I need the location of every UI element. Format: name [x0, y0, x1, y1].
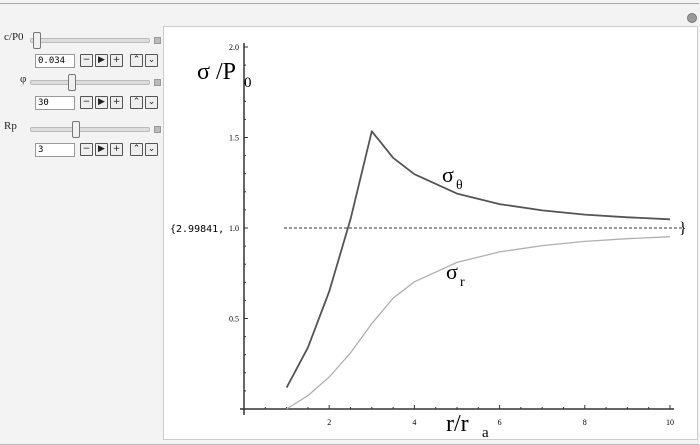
plus-icon[interactable]: +: [110, 143, 123, 156]
rp-slider[interactable]: [30, 121, 150, 138]
minus-icon[interactable]: −: [80, 54, 93, 67]
phi-label: φ: [20, 73, 27, 85]
y-axis-label-sub: 0: [244, 75, 252, 91]
expand-icon[interactable]: [154, 79, 161, 86]
rp-slider-thumb[interactable]: [72, 121, 81, 138]
phi-slider[interactable]: [30, 74, 150, 91]
x-tick-label: 6: [498, 418, 502, 427]
phi-input[interactable]: 30: [35, 96, 75, 110]
slower-icon[interactable]: ⌄: [145, 143, 158, 156]
output-left-text: {2.99841,: [170, 224, 224, 235]
output-right-bracket: }: [679, 220, 687, 237]
c-p0-slider[interactable]: [30, 32, 150, 49]
faster-icon[interactable]: ⌃: [130, 96, 143, 109]
faster-icon[interactable]: ⌃: [130, 143, 143, 156]
minus-icon[interactable]: −: [80, 96, 93, 109]
slower-icon[interactable]: ⌄: [145, 96, 158, 109]
x-tick-label: 2: [327, 418, 331, 427]
x-axis-label-sub: a: [482, 425, 489, 439]
plot-chart: 2 4 6 8 100.51.01.52.0σ θσ rσ /P 0r/r a{2.99841,…: [170, 43, 687, 441]
plot-pane: 2 4 6 8 10 0.5 1.0 1.5 2.0 σ θ σ r σ /P 0 r/r a {2.99841,…: [163, 26, 698, 441]
play-icon[interactable]: ▶: [95, 54, 108, 67]
y-tick-label: 0.5: [229, 315, 239, 324]
phi-slider-thumb[interactable]: [67, 74, 76, 91]
y-tick-label: 1.5: [229, 134, 239, 143]
c-p0-slider-thumb[interactable]: [33, 32, 42, 49]
minus-icon[interactable]: −: [80, 143, 93, 156]
plus-icon[interactable]: +: [110, 54, 123, 67]
c-p0-input[interactable]: 0.034: [35, 54, 75, 68]
series-label-sigma-r: σ: [446, 259, 458, 284]
y-axis-label: σ /P: [197, 59, 236, 85]
y-tick-label: 1.0: [229, 224, 239, 233]
series-line-sigma-r: [286, 236, 671, 410]
series-label-sigma-r-sub: r: [460, 275, 465, 290]
gear-icon[interactable]: [687, 13, 697, 23]
x-tick-label: 8: [583, 418, 587, 427]
rp-input[interactable]: 3: [35, 143, 75, 157]
expand-icon[interactable]: [154, 126, 161, 133]
y-tick-label: 2.0: [229, 43, 239, 52]
expand-icon[interactable]: [154, 37, 161, 44]
series-line-sigma-theta: [285, 130, 671, 389]
x-tick-label: 4: [412, 418, 416, 427]
play-icon[interactable]: ▶: [95, 143, 108, 156]
play-icon[interactable]: ▶: [95, 96, 108, 109]
faster-icon[interactable]: ⌃: [130, 54, 143, 67]
c-p0-label: c/P0: [4, 31, 24, 43]
x-axis-label: r/r: [446, 411, 469, 437]
series-label-sigma-theta: σ: [442, 162, 454, 187]
rp-label: Rp: [4, 120, 17, 132]
slower-icon[interactable]: ⌄: [145, 54, 158, 67]
plus-icon[interactable]: +: [110, 96, 123, 109]
x-tick-label: 10: [666, 418, 674, 427]
series-label-sigma-theta-sub: θ: [456, 178, 463, 193]
